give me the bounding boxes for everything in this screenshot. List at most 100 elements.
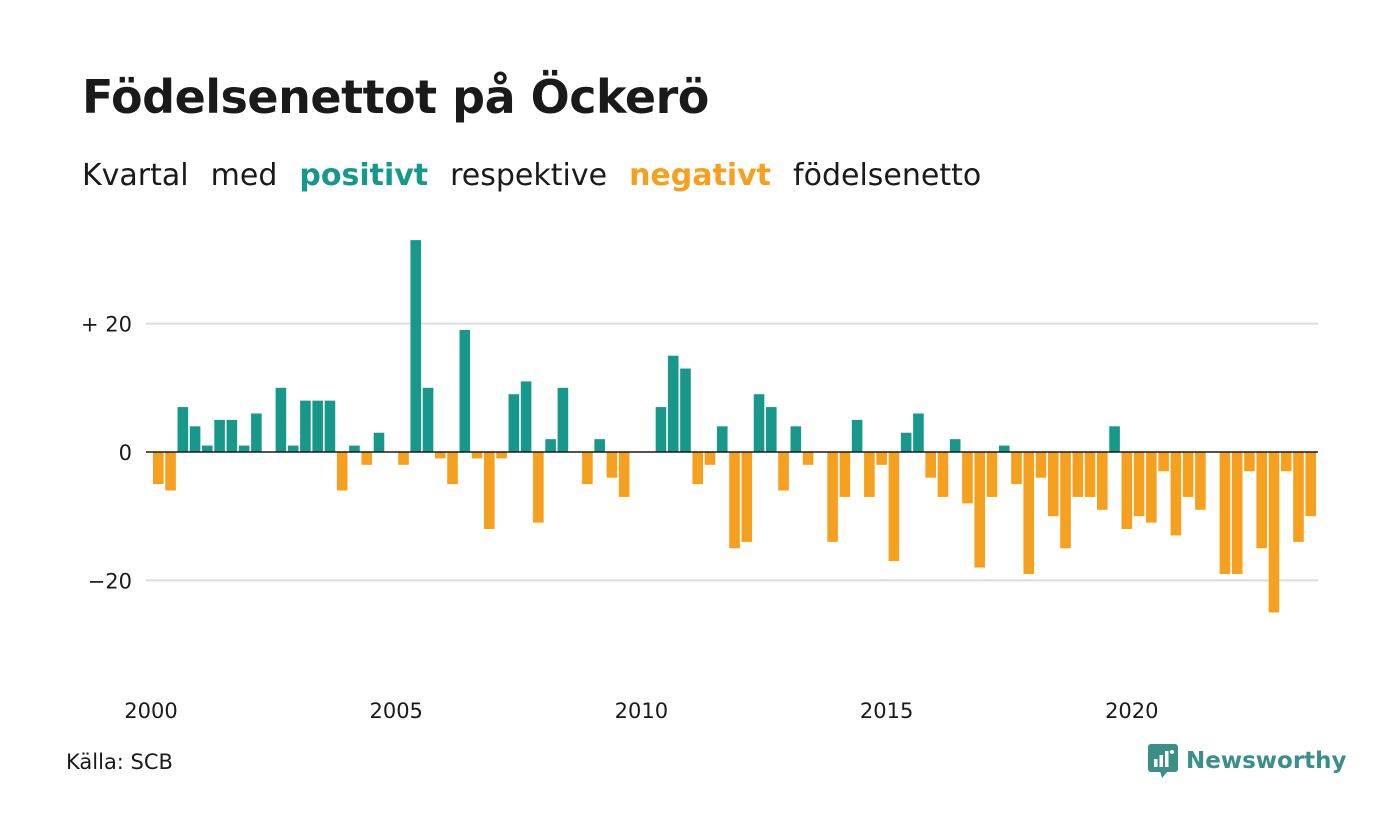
bar-positive	[557, 387, 569, 452]
newsworthy-logo-icon	[1148, 744, 1178, 778]
legend-positive: positivt	[299, 158, 429, 193]
bar-positive	[520, 381, 532, 452]
bar-negative	[1060, 452, 1071, 549]
subtitle-word: med	[210, 158, 278, 193]
bar-negative	[729, 452, 740, 549]
bar-positive	[508, 394, 520, 452]
bar-negative	[618, 452, 630, 497]
bar-positive	[459, 330, 471, 452]
bar-negative	[937, 452, 949, 497]
bar-negative	[1035, 452, 1047, 478]
bar-positive	[349, 445, 360, 452]
bar-negative	[839, 452, 851, 497]
bar-positive	[226, 419, 238, 452]
bar-negative	[741, 452, 753, 542]
brand[interactable]: Newsworthy	[1148, 744, 1347, 778]
bar-negative	[165, 452, 176, 491]
bar-negative	[1097, 452, 1108, 510]
bar-negative	[876, 452, 887, 465]
source-note: Källa: SCB	[66, 750, 173, 774]
bar-negative	[1121, 452, 1133, 530]
x-tick-label: 2020	[1105, 699, 1158, 723]
bar-positive	[287, 445, 299, 452]
bar-negative	[974, 452, 986, 568]
bar-negative	[434, 452, 446, 459]
bar-negative	[1047, 452, 1059, 517]
bar-negative	[1195, 452, 1206, 510]
bar-negative	[1231, 452, 1243, 574]
x-tick-label: 2005	[369, 699, 422, 723]
bar-negative	[986, 452, 998, 497]
chart-subtitle: Kvartal med positivt respektive negativt föde…	[82, 158, 1003, 193]
bar-positive	[214, 419, 225, 452]
bar-negative	[778, 452, 789, 491]
x-tick-label: 2015	[860, 699, 913, 723]
bar-positive	[251, 413, 262, 452]
bar-negative	[336, 452, 348, 491]
x-tick-label: 2000	[124, 699, 177, 723]
bar-negative	[802, 452, 814, 465]
bar-positive	[189, 426, 201, 452]
bar-negative	[1256, 452, 1267, 549]
bar-negative	[704, 452, 716, 465]
chart-title: Födelsenettot på Öckerö	[82, 70, 709, 124]
bar-positive	[275, 387, 287, 452]
bar-negative	[1182, 452, 1194, 497]
y-tick-label: 0	[119, 441, 132, 465]
bar-negative	[582, 452, 593, 485]
bar-negative	[1170, 452, 1182, 536]
bar-positive	[900, 432, 912, 452]
bar-negative	[888, 452, 900, 562]
bar-positive	[300, 400, 311, 452]
bar-negative	[361, 452, 373, 465]
bar-positive	[177, 407, 189, 452]
bar-positive	[851, 419, 863, 452]
subtitle-word: Kvartal	[82, 158, 189, 193]
bar-positive	[680, 368, 691, 452]
bar-positive	[913, 413, 924, 452]
bar-negative	[447, 452, 458, 485]
bar-negative	[484, 452, 495, 530]
bar-negative	[471, 452, 483, 459]
brand-name: Newsworthy	[1186, 748, 1347, 774]
y-tick-label: −20	[88, 569, 132, 593]
bar-negative	[533, 452, 544, 523]
bar-positive	[790, 426, 802, 452]
x-tick-label: 2010	[615, 699, 668, 723]
bar-negative	[962, 452, 973, 504]
subtitle-word: födelsenetto	[793, 158, 982, 193]
bar-negative	[1146, 452, 1157, 523]
bar-negative	[1133, 452, 1145, 517]
bar-positive	[1109, 426, 1120, 452]
bar-positive	[998, 445, 1010, 452]
bar-negative	[1219, 452, 1231, 574]
bar-negative	[1158, 452, 1169, 472]
bar-negative	[398, 452, 409, 465]
bar-negative	[496, 452, 507, 459]
bar-negative	[1244, 452, 1255, 472]
bar-positive	[312, 400, 323, 452]
bar-negative	[1023, 452, 1035, 574]
bar-positive	[202, 445, 213, 452]
bar-positive	[667, 355, 679, 452]
bar-positive	[949, 439, 961, 452]
bar-positive	[545, 439, 556, 452]
bar-negative	[606, 452, 618, 478]
bar-positive	[410, 240, 422, 452]
bar-positive	[324, 400, 336, 452]
bar-positive	[373, 432, 385, 452]
bar-negative	[1305, 452, 1317, 517]
bar-negative	[1072, 452, 1084, 497]
bar-negative	[1268, 452, 1280, 613]
subtitle-word: respektive	[450, 158, 608, 193]
bar-positive	[766, 407, 777, 452]
bar-negative	[692, 452, 704, 485]
legend-negative: negativt	[629, 158, 772, 193]
bar-negative	[153, 452, 164, 485]
bar-negative	[864, 452, 875, 497]
bar-negative	[1280, 452, 1292, 472]
bar-positive	[753, 394, 765, 452]
y-tick-label: + 20	[81, 313, 132, 337]
bar-positive	[655, 407, 667, 452]
